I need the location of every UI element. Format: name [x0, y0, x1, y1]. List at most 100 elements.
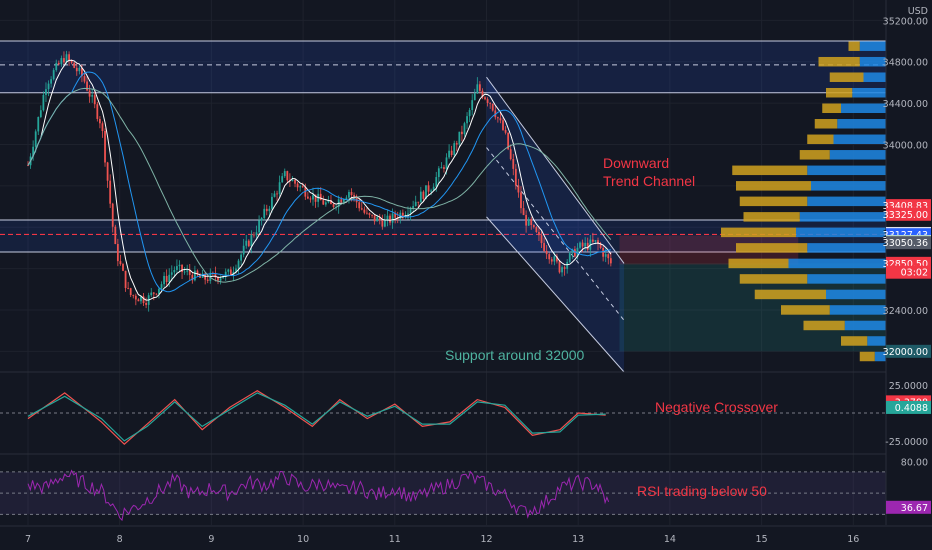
volume-profile-sell [732, 165, 808, 176]
candle-body [253, 234, 255, 236]
candle-body [278, 182, 281, 195]
candle-body [281, 176, 284, 183]
candle-body [250, 234, 253, 247]
osc-tick-label: 25.0000 [889, 381, 928, 392]
oscillator-panel[interactable]: Negative Crossover [0, 389, 932, 455]
candle-body [60, 58, 63, 65]
volume-profile-buy [844, 320, 886, 331]
candle-body [78, 67, 81, 72]
candle-body [219, 278, 222, 281]
candle-body [579, 242, 581, 248]
volume-profile-buy [796, 227, 886, 238]
candle-body [32, 146, 35, 157]
candle-body [255, 232, 258, 236]
candle-body [604, 254, 607, 257]
price-tag-label: 32850.50 [883, 259, 928, 270]
candle-body [363, 209, 366, 213]
candle-body [214, 273, 217, 278]
candle-body [386, 215, 389, 220]
volume-profile-sell [739, 196, 808, 207]
candle-body [509, 149, 512, 160]
candle-body [473, 93, 476, 101]
time-tick-label: 12 [480, 534, 492, 545]
candle-body [301, 186, 304, 188]
candle-body [407, 213, 409, 215]
candle-body [263, 208, 266, 218]
candle-body [224, 271, 227, 277]
osc-value-tag[interactable] [886, 400, 931, 414]
candle-body [340, 199, 343, 203]
candle-body [165, 275, 168, 282]
candle-body [535, 227, 538, 233]
candle-body [471, 100, 474, 111]
candle-body [468, 110, 471, 117]
candle-body [160, 284, 163, 289]
candle-body [478, 84, 481, 91]
price-tick-label: 34800.00 [883, 58, 928, 69]
candle-body [607, 254, 610, 259]
price-tag-label: 32000.00 [883, 347, 928, 358]
candle-body [345, 197, 348, 200]
rsi-value-tag[interactable] [886, 500, 931, 514]
candle-body [520, 192, 522, 209]
candle-body [401, 212, 404, 217]
candle-body [183, 271, 186, 273]
rsi-annotation: RSI trading below 50 [637, 483, 767, 499]
candle-body [75, 67, 78, 72]
candle-body [52, 70, 55, 80]
rsi-panel[interactable]: RSI trading below 50 [0, 469, 886, 522]
support-annotation: Support around 32000 [445, 347, 585, 363]
candle-body [522, 208, 525, 216]
candle-body [137, 299, 140, 302]
range-zone [0, 41, 886, 93]
candle-body [355, 196, 358, 203]
price-tick-label: 34000.00 [883, 140, 928, 151]
candle-body [152, 292, 155, 294]
candle-body [594, 240, 597, 242]
main-panel[interactable]: Downward Trend Channel Support around 3200… [0, 0, 932, 525]
candle-body [486, 99, 489, 103]
candle-body [450, 150, 453, 156]
candle-body [88, 90, 91, 97]
currency-label: USD [908, 6, 928, 17]
price-tag[interactable] [886, 265, 931, 279]
candle-body [556, 256, 558, 262]
oscillator-line-2 [27, 392, 606, 442]
candle-body [514, 168, 517, 186]
volume-profile-buy [859, 41, 886, 51]
candle-body [543, 243, 545, 251]
candle-body [425, 185, 427, 199]
candle-body [540, 235, 543, 244]
candle-body [140, 296, 142, 302]
price-tag[interactable] [886, 236, 931, 250]
candle-body [502, 120, 504, 130]
ma-fast-line [27, 59, 612, 301]
candle-body [199, 275, 201, 278]
candle-body [409, 208, 412, 214]
candle-body [389, 215, 391, 223]
candle-body [65, 54, 68, 63]
candle-body [122, 264, 124, 271]
candle-body [181, 264, 183, 273]
volume-profile-sell [799, 150, 830, 160]
candle-body [476, 84, 479, 94]
volume-profile-buy [833, 134, 886, 145]
price-tag[interactable] [886, 207, 931, 221]
candle-body [39, 110, 42, 118]
candle-body [271, 196, 273, 209]
candle-body [57, 62, 60, 65]
candle-body [229, 269, 232, 276]
price-tag[interactable] [886, 344, 931, 358]
candle-body [188, 270, 191, 275]
time-tick-label: 11 [389, 534, 401, 545]
candle-body [299, 186, 302, 188]
candle-body [348, 191, 350, 198]
candle-body [116, 243, 119, 262]
candle-body [193, 270, 196, 281]
candle-body [440, 167, 443, 169]
candle-body [466, 116, 468, 124]
time-axis[interactable]: 7 8 9 10 11 12 13 14 15 16 [0, 525, 932, 550]
candle-body [111, 203, 114, 227]
